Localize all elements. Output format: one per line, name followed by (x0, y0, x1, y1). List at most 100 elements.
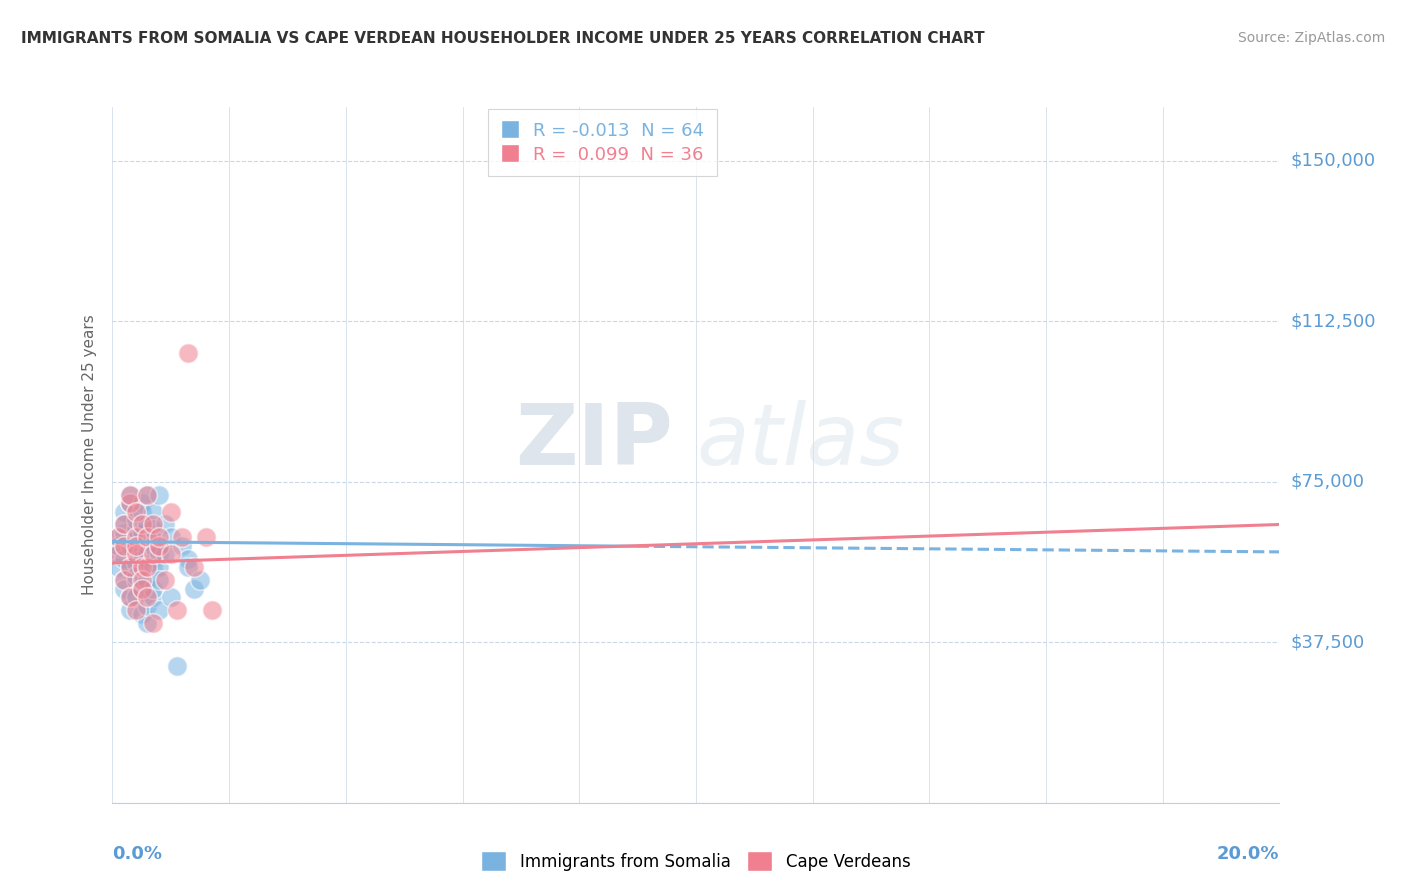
Point (136, 548, 159, 562)
Point (125, 530, 148, 544)
Point (125, 603, 148, 617)
Point (183, 560, 205, 574)
Point (136, 615, 159, 630)
Point (142, 582, 165, 596)
Point (131, 526, 153, 541)
Point (188, 573, 211, 587)
Point (125, 513, 148, 527)
Point (125, 539, 148, 553)
Point (125, 530, 148, 544)
Point (131, 582, 153, 596)
Point (177, 551, 200, 566)
Point (131, 560, 153, 574)
Point (183, 582, 205, 596)
Point (142, 522, 165, 536)
Point (136, 487, 159, 501)
Point (136, 591, 159, 605)
Text: $112,500: $112,500 (1291, 312, 1376, 330)
Point (142, 517, 165, 532)
Point (118, 560, 141, 574)
Point (177, 560, 200, 574)
Point (125, 505, 148, 519)
Point (172, 530, 194, 544)
Point (107, 560, 129, 574)
Point (166, 603, 188, 617)
Point (107, 548, 129, 562)
Point (172, 539, 194, 553)
Point (148, 539, 170, 553)
Point (125, 548, 148, 562)
Point (125, 548, 148, 562)
Text: IMMIGRANTS FROM SOMALIA VS CAPE VERDEAN HOUSEHOLDER INCOME UNDER 25 YEARS CORREL: IMMIGRANTS FROM SOMALIA VS CAPE VERDEAN … (21, 31, 984, 46)
Point (118, 496, 141, 510)
Point (125, 556, 148, 570)
Point (142, 591, 165, 605)
Point (112, 573, 135, 587)
Point (148, 530, 170, 544)
Point (194, 530, 217, 544)
Point (125, 522, 148, 536)
Point (131, 543, 153, 558)
Point (112, 505, 135, 519)
Legend: R = -0.013  N = 64, R =  0.099  N = 36: R = -0.013 N = 64, R = 0.099 N = 36 (488, 109, 717, 177)
Text: atlas: atlas (696, 400, 904, 483)
Point (125, 591, 148, 605)
Point (136, 560, 159, 574)
Point (136, 560, 159, 574)
Point (148, 603, 170, 617)
Point (136, 599, 159, 613)
Point (107, 530, 129, 544)
Text: 20.0%: 20.0% (1218, 845, 1279, 863)
Point (160, 505, 183, 519)
Point (131, 582, 153, 596)
Point (142, 551, 165, 566)
Point (131, 573, 153, 587)
Point (131, 517, 153, 532)
Point (148, 548, 170, 562)
Point (142, 615, 165, 630)
Point (136, 487, 159, 501)
Point (125, 569, 148, 583)
Point (153, 548, 176, 562)
Point (118, 591, 141, 605)
Point (136, 517, 159, 532)
Point (142, 505, 165, 519)
Point (148, 560, 170, 574)
Text: $150,000: $150,000 (1291, 152, 1375, 169)
Point (148, 539, 170, 553)
Point (112, 526, 135, 541)
Point (131, 607, 153, 622)
Point (142, 539, 165, 553)
Point (153, 517, 176, 532)
Point (118, 560, 141, 574)
Point (131, 496, 153, 510)
Y-axis label: Householder Income Under 25 years: Householder Income Under 25 years (82, 315, 97, 595)
Text: 0.0%: 0.0% (112, 845, 163, 863)
Point (107, 530, 129, 544)
Point (112, 582, 135, 596)
Point (160, 548, 183, 562)
Point (118, 591, 141, 605)
Point (125, 573, 148, 587)
Point (107, 548, 129, 562)
Text: $37,500: $37,500 (1291, 633, 1365, 651)
Point (131, 505, 153, 519)
Point (118, 487, 141, 501)
Point (118, 603, 141, 617)
Text: Source: ZipAtlas.com: Source: ZipAtlas.com (1237, 31, 1385, 45)
Point (118, 487, 141, 501)
Point (153, 573, 176, 587)
Text: ZIP: ZIP (515, 400, 672, 483)
Point (118, 496, 141, 510)
Point (107, 539, 129, 553)
Text: $75,000: $75,000 (1291, 473, 1365, 491)
Point (112, 517, 135, 532)
Point (142, 560, 165, 574)
Point (148, 573, 170, 587)
Point (136, 530, 159, 544)
Point (112, 517, 135, 532)
Point (136, 573, 159, 587)
Point (142, 530, 165, 544)
Point (148, 487, 170, 501)
Point (131, 517, 153, 532)
